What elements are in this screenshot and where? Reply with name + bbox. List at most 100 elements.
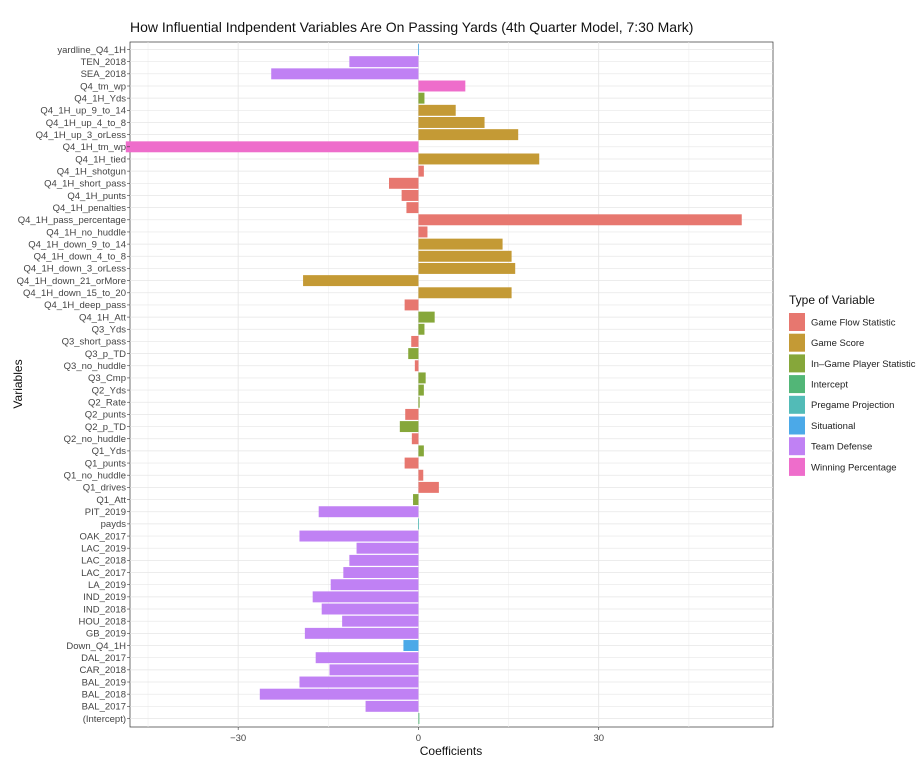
y-tick-label: Q4_1H_tm_wp (63, 142, 126, 153)
bar-Q3_no_huddle (414, 360, 419, 372)
bar-BAL_2018 (259, 688, 419, 700)
grid-layer (130, 42, 773, 727)
y-tick-label: Q1_Yds (92, 446, 127, 457)
y-tick-label: Q4_1H_down_4_to_8 (34, 252, 126, 263)
y-tick-label: Q4_1H_Att (79, 312, 126, 323)
legend: Type of Variable Game Flow Statistic Game… (789, 293, 916, 476)
y-tick-label: Q4_1H_punts (67, 191, 126, 202)
y-tick-label: Q3_short_pass (62, 337, 127, 348)
legend-key (789, 375, 805, 394)
y-tick-label: Q2_punts (85, 410, 126, 421)
bar-LA_2019 (330, 579, 419, 591)
bar-Q4_1H_penalties (406, 202, 419, 214)
bar-Q2_p_TD (399, 421, 419, 433)
bar-IND_2018 (321, 603, 419, 615)
bar-Q4_1H_Att (418, 311, 435, 323)
bar-Q4_1H_short_pass (389, 177, 419, 189)
y-tick-label: IND_2018 (83, 604, 126, 615)
y-tick-label: HOU_2018 (78, 616, 126, 627)
bar-Q2_punts (405, 408, 419, 420)
bar-Q3_p_TD (408, 348, 419, 360)
y-tick-label: payds (101, 519, 127, 530)
bar-Q2_no_huddle (411, 433, 419, 445)
y-tick-label: SEA_2018 (81, 69, 126, 80)
bar-Q4_1H_shotgun (418, 165, 424, 177)
x-axis-title: Coefficients (420, 744, 482, 758)
legend-label: Game Score (811, 338, 864, 349)
y-tick-label: Q4_1H_down_21_orMore (17, 276, 126, 287)
y-tick-label: Q4_1H_tied (75, 154, 126, 165)
legend-key (789, 457, 805, 476)
bar-PIT_2019 (318, 506, 419, 518)
y-tick-labels: yardline_Q4_1HTEN_2018SEA_2018Q4_tm_wpQ4… (17, 45, 130, 725)
bar-Q4_1H_Yds (418, 92, 425, 104)
bar-layer (125, 44, 742, 724)
y-tick-label: Q4_1H_Yds (74, 93, 126, 104)
bar-Q4_1H_tied (418, 153, 540, 165)
y-tick-label: Q3_Cmp (88, 373, 126, 384)
bar-Q1_Yds (418, 445, 424, 457)
bar-Q2_Rate (418, 396, 420, 408)
y-tick-label: Q3_no_huddle (64, 361, 126, 372)
y-tick-label: Q4_1H_penalties (53, 203, 127, 214)
bar-Q1_drives (418, 481, 439, 493)
y-tick-label: DAL_2017 (81, 653, 126, 664)
y-tick-label: Down_Q4_1H (66, 641, 126, 652)
bar-IND_2019 (312, 591, 419, 603)
y-tick-label: CAR_2018 (80, 665, 126, 676)
y-tick-label: Q4_1H_deep_pass (44, 300, 126, 311)
y-tick-label: Q4_1H_up_3_orLess (36, 130, 127, 141)
bar-GB_2019 (304, 627, 419, 639)
y-tick-label: Q4_1H_pass_percentage (18, 215, 126, 226)
bar-TEN_2018 (349, 56, 419, 68)
bar-Q1_punts (404, 457, 419, 469)
legend-key (789, 333, 805, 352)
legend-label: Team Defense (811, 442, 872, 453)
legend-key (789, 313, 805, 331)
y-tick-label: Q4_1H_down_3_orLess (24, 264, 127, 275)
legend-title: Type of Variable (789, 293, 875, 307)
bar-Q3_Cmp (418, 372, 426, 384)
y-axis-title: Variables (11, 359, 25, 408)
y-tick-label: Q4_1H_up_9_to_14 (40, 106, 126, 117)
y-tick-label: Q1_drives (83, 483, 127, 494)
y-tick-label: IND_2019 (83, 592, 126, 603)
legend-label: Winning Percentage (811, 462, 897, 473)
y-tick-label: Q4_tm_wp (80, 81, 126, 92)
bar-CAR_2018 (329, 664, 419, 676)
y-tick-label: Q3_Yds (92, 325, 127, 336)
bar-(Intercept) (418, 713, 420, 724)
x-tick-label: 0 (416, 733, 421, 744)
bar-Q4_1H_punts (401, 189, 419, 201)
y-tick-label: LAC_2017 (81, 568, 126, 579)
bar-Q4_1H_pass_percentage (418, 214, 742, 226)
y-tick-label: Q1_punts (85, 458, 126, 469)
x-tick-label: −30 (230, 733, 246, 744)
legend-label: Situational (811, 421, 855, 432)
bar-Q4_1H_up_4_to_8 (418, 117, 485, 128)
bar-yardline_Q4_1H (418, 44, 419, 55)
bar-Q4_1H_down_9_to_14 (418, 238, 503, 250)
bar-Q4_1H_down_4_to_8 (418, 250, 512, 262)
legend-label: Game Flow Statistic (811, 317, 896, 328)
y-tick-label: Q4_1H_up_4_to_8 (46, 118, 126, 129)
chart-title: How Influential Indpendent Variables Are… (130, 19, 693, 35)
y-tick-label: Q4_1H_no_huddle (46, 227, 126, 238)
legend-label: Intercept (811, 380, 848, 391)
y-tick-label: (Intercept) (83, 714, 126, 725)
bar-Q4_tm_wp (418, 80, 466, 92)
bar-HOU_2018 (342, 615, 419, 627)
bar-OAK_2017 (299, 530, 419, 542)
y-tick-label: OAK_2017 (80, 531, 126, 542)
bar-LAC_2017 (343, 567, 419, 579)
bar-Q4_1H_no_huddle (418, 226, 428, 238)
bar-Q4_1H_down_15_to_20 (418, 287, 512, 299)
y-tick-label: LA_2019 (88, 580, 126, 591)
bar-Q2_Yds (418, 384, 424, 396)
bar-Q1_no_huddle (418, 469, 424, 481)
bar-SEA_2018 (271, 68, 419, 80)
legend-key (789, 354, 805, 373)
y-tick-label: TEN_2018 (81, 57, 126, 68)
y-tick-label: Q2_Yds (92, 385, 127, 396)
